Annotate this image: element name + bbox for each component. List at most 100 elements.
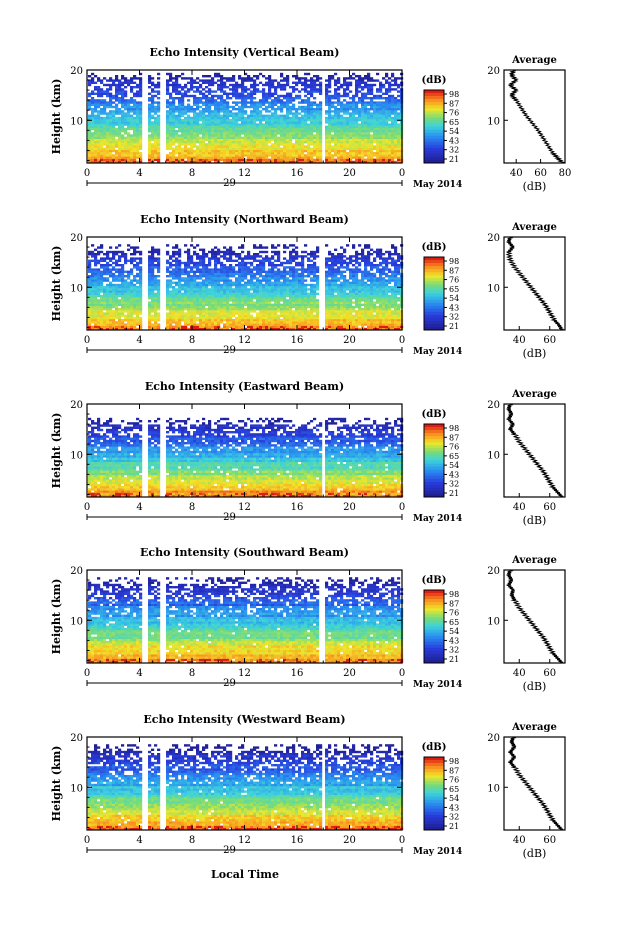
heatmap-cell <box>181 119 185 122</box>
heatmap-cell <box>217 149 221 153</box>
heatmap-cell <box>382 149 386 153</box>
heatmap-cell <box>352 297 356 300</box>
heatmap-cell <box>97 321 101 324</box>
heatmap-cell <box>172 160 176 164</box>
heatmap-cell <box>208 75 212 78</box>
heatmap-cell <box>223 105 227 109</box>
heatmap-cell <box>292 116 296 120</box>
heatmap-cell <box>397 94 401 98</box>
heatmap-cell <box>133 101 137 104</box>
heatmap-cell <box>268 130 272 133</box>
heatmap-cell <box>151 156 155 159</box>
heatmap-cell <box>199 299 203 302</box>
heatmap-cell <box>277 121 281 124</box>
heatmap-cell <box>286 294 290 298</box>
heatmap-cell <box>271 154 275 157</box>
heatmap-cell <box>217 158 221 161</box>
heatmap-cell <box>235 116 239 120</box>
heatmap-cell <box>211 97 215 100</box>
heatmap-cell <box>343 299 347 302</box>
heatmap-cell <box>130 147 134 150</box>
heatmap-cell <box>268 310 272 313</box>
heatmap-cell <box>130 134 134 137</box>
heatmap-cell <box>232 88 236 91</box>
heatmap-cell <box>154 310 158 313</box>
heatmap-cell <box>298 321 302 324</box>
heatmap-cell <box>271 321 275 324</box>
heatmap-cell <box>205 110 209 113</box>
heatmap-cell <box>274 134 278 137</box>
heatmap-cell <box>310 90 314 93</box>
heatmap-cell <box>97 327 101 331</box>
heatmap-cell <box>379 314 383 317</box>
heatmap-cell <box>328 143 332 146</box>
heatmap-cell <box>136 112 140 115</box>
heatmap-cell <box>232 138 236 142</box>
heatmap-cell <box>199 308 203 311</box>
heatmap-cell <box>397 325 401 328</box>
heatmap-cell <box>346 138 350 142</box>
heatmap-cell <box>271 305 275 309</box>
heatmap-cell <box>154 323 158 326</box>
heatmap-cell <box>115 97 119 100</box>
heatmap-cell <box>274 312 278 315</box>
heatmap-cell <box>274 160 278 164</box>
heatmap-cell <box>301 130 305 133</box>
heatmap-cell <box>268 86 272 89</box>
heatmap-cell <box>178 312 182 315</box>
heatmap-cell <box>118 108 122 111</box>
heatmap-cell <box>226 145 230 148</box>
heatmap-cell <box>211 125 215 128</box>
heatmap-cell <box>397 316 401 320</box>
heatmap-cell <box>229 127 233 131</box>
heatmap-cell <box>343 316 347 320</box>
heatmap-cell <box>325 299 329 302</box>
heatmap-cell <box>112 116 116 120</box>
heatmap-cell <box>352 97 356 100</box>
heatmap-cell <box>361 303 365 306</box>
heatmap-cell <box>223 119 227 122</box>
heatmap-cell <box>397 297 401 300</box>
heatmap-cell <box>109 323 113 326</box>
heatmap-cell <box>148 143 152 146</box>
heatmap-cell <box>106 145 110 148</box>
heatmap-cell <box>337 123 341 126</box>
heatmap-cell <box>172 312 176 315</box>
heatmap-cell <box>358 134 362 137</box>
heatmap-cell <box>121 305 125 309</box>
heatmap-cell <box>88 132 92 135</box>
heatmap-cell <box>271 108 275 111</box>
heatmap-cell <box>94 116 98 120</box>
heatmap-cell <box>307 134 311 137</box>
heatmap-cell <box>391 134 395 137</box>
heatmap-cell <box>325 323 329 326</box>
heatmap-cell <box>334 81 338 84</box>
heatmap-cell <box>190 316 194 320</box>
heatmap-cell <box>298 119 302 122</box>
heatmap-cell <box>244 101 248 104</box>
heatmap-cell <box>136 294 140 298</box>
heatmap-cell <box>181 112 185 115</box>
heatmap-cell <box>286 132 290 135</box>
heatmap-cell <box>136 125 140 128</box>
heatmap-cell <box>361 308 365 311</box>
heatmap-cell <box>343 143 347 146</box>
heatmap-cell <box>151 110 155 113</box>
heatmap-cell <box>250 92 254 95</box>
heatmap-cell <box>307 72 311 76</box>
heatmap-cell <box>112 310 116 313</box>
heatmap-cell <box>295 94 299 98</box>
heatmap-cell <box>256 323 260 326</box>
heatmap-cell <box>121 301 125 304</box>
heatmap-cell <box>100 314 104 317</box>
heatmap-cell <box>391 149 395 153</box>
heatmap-cell <box>202 299 206 302</box>
heatmap-cell <box>334 319 338 322</box>
colorbar-tick-label: 43 <box>449 136 459 145</box>
heatmap-cell <box>340 132 344 135</box>
heatmap-cell <box>178 316 182 320</box>
heatmap-cell <box>136 145 140 148</box>
heatmap-cell <box>220 90 224 93</box>
heatmap-cell <box>370 145 374 148</box>
heatmap-cell <box>193 312 197 315</box>
